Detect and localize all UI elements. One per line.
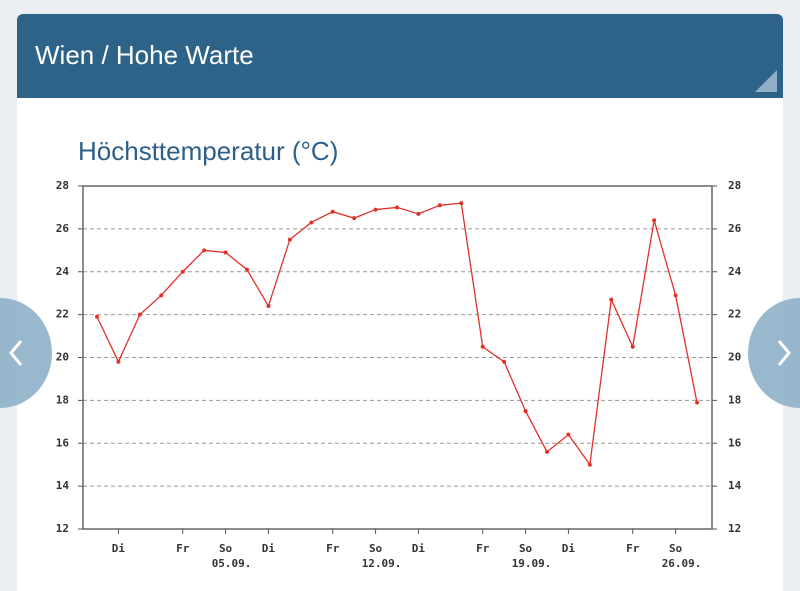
data-point bbox=[180, 269, 185, 274]
data-point bbox=[587, 462, 592, 467]
data-point bbox=[287, 237, 292, 242]
data-point bbox=[395, 205, 399, 210]
y-tick-label: 26 bbox=[56, 222, 70, 235]
y2-tick-label: 16 bbox=[728, 436, 742, 449]
data-point bbox=[202, 248, 207, 253]
data-point bbox=[652, 218, 657, 223]
x-tick-label: Fr bbox=[176, 542, 190, 555]
y-tick-label: 18 bbox=[56, 393, 69, 406]
data-point bbox=[609, 297, 614, 302]
x-tick-label: Di bbox=[562, 542, 576, 555]
data-point bbox=[437, 203, 442, 208]
data-point bbox=[352, 216, 357, 221]
next-button[interactable] bbox=[748, 298, 800, 408]
data-point bbox=[95, 314, 99, 319]
card-header bbox=[17, 14, 783, 98]
data-point bbox=[373, 207, 378, 212]
x-tick-label: Di bbox=[262, 542, 276, 555]
data-point bbox=[416, 211, 421, 216]
y2-tick-label: 26 bbox=[728, 222, 742, 235]
prev-chevron bbox=[9, 340, 23, 366]
data-point bbox=[116, 359, 121, 364]
y-tick-label: 20 bbox=[56, 351, 69, 364]
y2-tick-label: 28 bbox=[728, 179, 741, 192]
data-point bbox=[695, 400, 699, 405]
x-tick-label: Fr bbox=[476, 542, 490, 555]
data-point bbox=[330, 209, 335, 214]
data-point bbox=[480, 344, 485, 349]
x-date-label: 19.09. bbox=[512, 557, 552, 570]
data-point bbox=[630, 344, 635, 349]
plot-frame bbox=[82, 185, 713, 530]
data-point bbox=[266, 304, 271, 309]
x-tick-label: So bbox=[519, 542, 533, 555]
y-tick-label: 24 bbox=[56, 265, 70, 278]
x-tick-label: So bbox=[219, 542, 233, 555]
y-tick-label: 16 bbox=[56, 436, 70, 449]
data-point bbox=[137, 312, 142, 317]
x-date-label: 26.09. bbox=[662, 557, 702, 570]
y2-tick-label: 20 bbox=[728, 351, 741, 364]
y-tick-label: 22 bbox=[56, 308, 69, 321]
x-tick-label: So bbox=[669, 542, 683, 555]
corner-icon[interactable] bbox=[755, 70, 777, 92]
data-point bbox=[245, 267, 249, 272]
chart-title: Höchsttemperatur (°C) bbox=[78, 136, 338, 166]
data-point bbox=[566, 432, 571, 437]
x-date-label: 12.09. bbox=[362, 557, 402, 570]
data-point bbox=[309, 220, 314, 225]
x-tick-label: So bbox=[369, 542, 383, 555]
data-point bbox=[673, 293, 678, 298]
x-tick-label: Fr bbox=[626, 542, 640, 555]
data-point bbox=[159, 293, 164, 298]
y-tick-label: 28 bbox=[56, 179, 69, 192]
data-point bbox=[502, 359, 507, 364]
x-tick-label: Di bbox=[112, 542, 126, 555]
x-tick-label: Di bbox=[412, 542, 426, 555]
prev-button[interactable] bbox=[0, 298, 52, 408]
y2-tick-label: 24 bbox=[728, 265, 742, 278]
data-point bbox=[223, 250, 228, 255]
y2-tick-label: 14 bbox=[728, 479, 742, 492]
y-tick-label: 12 bbox=[56, 522, 69, 535]
next-chevron bbox=[777, 340, 791, 366]
data-point bbox=[459, 201, 464, 206]
y-tick-label: 14 bbox=[56, 479, 70, 492]
y2-tick-label: 12 bbox=[728, 522, 741, 535]
card bbox=[17, 14, 783, 591]
y2-tick-label: 18 bbox=[728, 393, 741, 406]
data-point bbox=[523, 409, 528, 414]
plot: 12 14 16 18 20 22 24 26 28 12 14 16 18 20 22 24 26 28 Di Fr… bbox=[56, 179, 742, 570]
x-date-label: 05.09. bbox=[212, 557, 252, 570]
data-point bbox=[545, 449, 549, 454]
y2-tick-label: 22 bbox=[728, 308, 741, 321]
x-tick-label: Fr bbox=[326, 542, 340, 555]
station-title: Wien / Hohe Warte bbox=[35, 40, 254, 70]
